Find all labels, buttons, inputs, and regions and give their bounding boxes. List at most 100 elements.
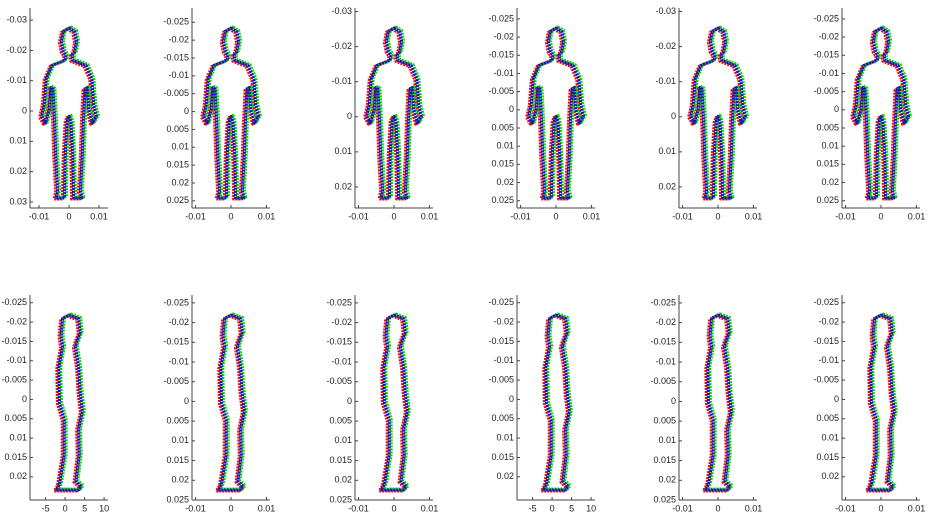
outline (367, 25, 425, 199)
y-tick-label: -0.01 (331, 356, 352, 366)
y-tick-label: 0.005 (653, 416, 676, 426)
y-tick-label: 0.02 (496, 177, 514, 187)
y-tick-label: 0 (834, 394, 839, 404)
outline (38, 27, 96, 201)
x-tick-label: -0.01 (672, 211, 693, 221)
y-tick-label: -0.03 (655, 6, 676, 16)
x-tick-label: -5 (42, 503, 50, 513)
outline (377, 314, 407, 493)
outline (691, 25, 749, 199)
x-tick-label: 0 (878, 503, 883, 513)
outline (529, 25, 587, 199)
x-tick-label: 0 (391, 503, 396, 513)
x-tick-label: 0.01 (908, 503, 926, 513)
y-tick-label: 0.005 (816, 122, 839, 132)
y-tick-label: 0.01 (334, 435, 352, 445)
y-tick-label: -0.015 (650, 337, 676, 347)
y-tick-label: -0.01 (6, 75, 27, 85)
y-tick-label: -0.01 (818, 355, 839, 365)
outline (687, 27, 745, 201)
y-tick-label: -0.02 (493, 31, 514, 41)
y-tick-label: -0.03 (331, 6, 352, 16)
outline (866, 313, 896, 492)
y-tick-label: 0.015 (329, 455, 352, 465)
y-tick-label: 0.01 (821, 432, 839, 442)
y-tick-label: 0.02 (658, 475, 676, 485)
x-tick-label: 0.01 (908, 211, 926, 221)
outline (365, 26, 423, 200)
y-tick-label: 0 (671, 396, 676, 406)
outline (56, 312, 86, 491)
outline (218, 312, 248, 491)
y-tick-label: -0.02 (6, 316, 27, 326)
outline (363, 27, 421, 201)
x-tick-label: 0 (228, 211, 233, 221)
y-tick-label: 0.02 (171, 177, 189, 187)
outline (689, 26, 747, 200)
x-tick-label: 0.01 (583, 211, 601, 221)
y-tick-label: -0.01 (168, 70, 189, 80)
y-tick-label: -0.01 (6, 355, 27, 365)
x-tick-label: -5 (529, 503, 537, 513)
x-tick-label: 10 (586, 503, 596, 513)
y-tick-label: -0.015 (163, 52, 189, 62)
x-tick-label: 0 (66, 211, 71, 221)
y-tick-label: -0.005 (1, 374, 27, 384)
y-tick-label: 0.01 (658, 146, 676, 156)
y-tick-label: 0.02 (821, 177, 839, 187)
y-tick-label: 0.02 (9, 166, 27, 176)
outline (216, 313, 246, 492)
y-tick-label: 0.025 (166, 195, 189, 205)
x-tick-label: 0.01 (258, 503, 276, 513)
outline (543, 312, 573, 491)
x-tick-label: 0 (878, 211, 883, 221)
y-tick-label: 0.02 (334, 181, 352, 191)
y-tick-label: -0.025 (813, 13, 839, 23)
y-tick-label: 0.01 (334, 146, 352, 156)
outline (204, 25, 262, 199)
y-tick-label: -0.01 (493, 355, 514, 365)
outline (854, 25, 912, 199)
x-tick-label: 0.01 (90, 211, 108, 221)
y-tick-label: -0.02 (818, 316, 839, 326)
y-tick-label: -0.015 (488, 336, 514, 346)
x-tick-label: 5 (569, 503, 574, 513)
y-tick-label: 0.005 (816, 413, 839, 423)
y-tick-label: 0.005 (4, 413, 27, 423)
outline (200, 27, 258, 201)
y-tick-label: 0.01 (821, 141, 839, 151)
x-tick-label: 0.01 (421, 503, 439, 513)
y-tick-label: 0.01 (496, 141, 514, 151)
outline (850, 27, 908, 201)
y-tick-label: 0.025 (816, 195, 839, 205)
y-tick-label: 0.015 (166, 160, 189, 170)
y-tick-label: -0.02 (493, 316, 514, 326)
y-tick-label: 0.01 (9, 432, 27, 442)
y-tick-label: -0.02 (818, 31, 839, 41)
y-tick-label: 0 (509, 104, 514, 114)
y-tick-label: 0 (347, 396, 352, 406)
outline (701, 314, 731, 493)
x-tick-label: 0 (550, 503, 555, 513)
x-tick-label: -0.01 (348, 503, 369, 513)
outline (541, 313, 571, 492)
y-tick-label: -0.005 (488, 374, 514, 384)
y-tick-label: 0.03 (9, 196, 27, 206)
outline (379, 313, 409, 492)
y-tick-label: -0.025 (163, 297, 189, 307)
x-tick-label: 0 (553, 211, 558, 221)
y-tick-label: 0.015 (4, 452, 27, 462)
x-tick-label: -0.01 (835, 211, 856, 221)
outline (42, 25, 100, 199)
y-tick-label: 0 (509, 394, 514, 404)
y-tick-label: 0 (22, 105, 27, 115)
y-tick-label: -0.025 (326, 297, 352, 307)
outline (202, 26, 260, 200)
y-tick-label: 0.025 (491, 195, 514, 205)
y-tick-label: -0.025 (1, 297, 27, 307)
outline (864, 314, 894, 493)
y-tick-label: -0.015 (813, 50, 839, 60)
y-tick-label: -0.005 (813, 374, 839, 384)
